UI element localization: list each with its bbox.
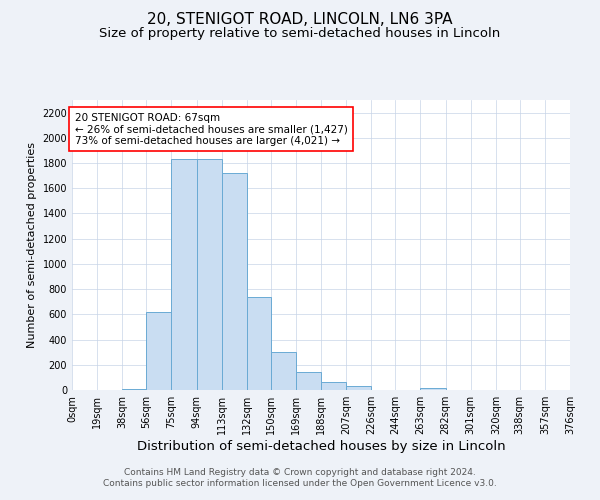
Bar — [197, 160, 221, 390]
Bar — [146, 312, 172, 390]
Text: Size of property relative to semi-detached houses in Lincoln: Size of property relative to semi-detach… — [100, 28, 500, 40]
X-axis label: Distribution of semi-detached houses by size in Lincoln: Distribution of semi-detached houses by … — [137, 440, 505, 453]
Bar — [221, 173, 247, 390]
Y-axis label: Number of semi-detached properties: Number of semi-detached properties — [27, 142, 37, 348]
Bar — [421, 388, 445, 390]
Bar — [321, 382, 346, 390]
Bar — [296, 372, 321, 390]
Bar — [172, 160, 197, 390]
Text: 20 STENIGOT ROAD: 67sqm
← 26% of semi-detached houses are smaller (1,427)
73% of: 20 STENIGOT ROAD: 67sqm ← 26% of semi-de… — [74, 112, 347, 146]
Bar — [271, 352, 296, 390]
Bar — [247, 298, 271, 390]
Text: Contains HM Land Registry data © Crown copyright and database right 2024.
Contai: Contains HM Land Registry data © Crown c… — [103, 468, 497, 487]
Bar — [346, 386, 371, 390]
Text: 20, STENIGOT ROAD, LINCOLN, LN6 3PA: 20, STENIGOT ROAD, LINCOLN, LN6 3PA — [147, 12, 453, 28]
